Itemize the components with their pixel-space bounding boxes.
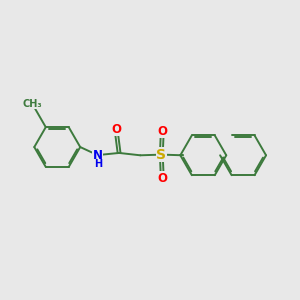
Text: H: H — [94, 159, 103, 169]
Text: N: N — [93, 149, 103, 162]
Text: O: O — [112, 123, 122, 136]
Text: O: O — [157, 172, 167, 185]
Text: S: S — [157, 148, 166, 162]
Text: O: O — [157, 125, 167, 138]
Text: CH₃: CH₃ — [23, 99, 43, 109]
